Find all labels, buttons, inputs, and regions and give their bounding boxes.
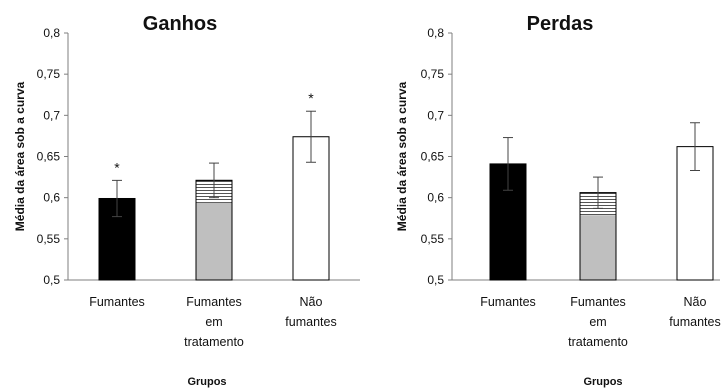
x-tick-label: Não fumantes: [669, 295, 720, 329]
chart-title: Perdas: [527, 13, 594, 35]
x-tick-label: Fumantes em tratamento: [184, 295, 244, 349]
y-tick-label: 0,5: [427, 273, 444, 287]
y-tick-label: 0,75: [421, 67, 445, 81]
significance-marker: *: [308, 90, 314, 106]
x-tick-label: Fumantes em tratamento: [568, 295, 628, 349]
x-tick-label: Fumantes: [89, 295, 145, 309]
x-tick-label-line: Fumantes: [186, 295, 242, 309]
y-tick-label: 0,8: [43, 26, 60, 40]
x-tick-label-line: Fumantes: [480, 295, 536, 309]
y-tick-label: 0,65: [421, 150, 445, 164]
y-tick-label: 0,7: [43, 108, 60, 122]
x-tick-label-line: fumantes: [285, 315, 336, 329]
x-tick-label-line: Fumantes: [89, 295, 145, 309]
y-tick-label: 0,55: [421, 232, 445, 246]
chart-panel-1: Ganhos Média da área sob a curva 0,5 0,55 0,…: [13, 13, 360, 388]
x-axis-label: Grupos: [187, 376, 226, 388]
x-tick-label-line: Não: [300, 295, 323, 309]
y-axis-label: Média da área sob a curva: [13, 81, 27, 231]
x-tick-label-line: tratamento: [568, 335, 628, 349]
x-tick-label-line: tratamento: [184, 335, 244, 349]
x-tick-label: Fumantes: [480, 295, 536, 309]
x-axis-label: Grupos: [583, 376, 622, 388]
y-tick-label: 0,7: [427, 108, 444, 122]
y-tick-label: 0,65: [37, 150, 61, 164]
y-tick-label: 0,5: [43, 273, 60, 287]
chart-panel-2: Perdas Média da área sob a curva 0,5 0,55 0,…: [395, 13, 721, 388]
significance-marker: *: [114, 159, 120, 175]
y-tick-label: 0,6: [427, 191, 444, 205]
x-tick-label-line: em: [205, 315, 222, 329]
x-tick-label-line: em: [589, 315, 606, 329]
y-tick-label: 0,75: [37, 67, 61, 81]
x-tick-label-line: fumantes: [669, 315, 720, 329]
y-tick-label: 0,55: [37, 232, 61, 246]
x-tick-label: Não fumantes: [285, 295, 336, 329]
x-tick-label-line: Não: [684, 295, 707, 309]
y-tick-label: 0,8: [427, 26, 444, 40]
x-tick-label-line: Fumantes: [570, 295, 626, 309]
y-tick-label: 0,6: [43, 191, 60, 205]
y-axis-label: Média da área sob a curva: [395, 81, 409, 231]
chart-title: Ganhos: [143, 13, 217, 35]
